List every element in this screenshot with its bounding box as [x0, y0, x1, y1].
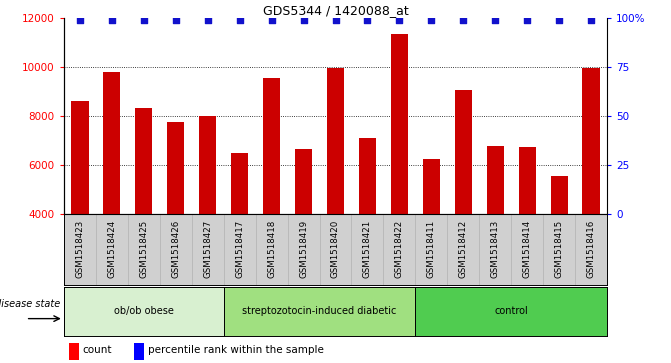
Bar	[454, 90, 472, 214]
Text: GSM1518419: GSM1518419	[299, 220, 308, 278]
Point	[138, 17, 149, 23]
Text: GSM1518426: GSM1518426	[171, 220, 180, 278]
Point	[202, 17, 213, 23]
Bar	[327, 68, 344, 214]
Point	[170, 17, 181, 23]
Bar	[519, 147, 536, 214]
Point	[522, 17, 533, 23]
Bar	[135, 107, 152, 214]
Bar	[167, 122, 185, 214]
Bar	[134, 343, 144, 360]
Point	[394, 17, 405, 23]
Text: GSM1518421: GSM1518421	[363, 220, 372, 278]
Text: GSM1518411: GSM1518411	[427, 220, 436, 278]
Text: GSM1518427: GSM1518427	[203, 220, 212, 278]
Bar	[103, 72, 121, 214]
Text: percentile rank within the sample: percentile rank within the sample	[148, 345, 324, 355]
Text: GSM1518412: GSM1518412	[459, 220, 468, 278]
Bar	[415, 287, 607, 336]
Point	[330, 17, 341, 23]
Bar	[359, 138, 376, 214]
Bar	[295, 149, 312, 214]
Text: GSM1518423: GSM1518423	[75, 220, 85, 278]
Point	[266, 17, 277, 23]
Bar	[199, 116, 217, 214]
Point	[234, 17, 245, 23]
Bar	[231, 153, 248, 214]
Point	[298, 17, 309, 23]
Bar	[71, 101, 89, 214]
Point	[458, 17, 469, 23]
Text: GSM1518415: GSM1518415	[555, 220, 564, 278]
Text: streptozotocin-induced diabetic: streptozotocin-induced diabetic	[242, 306, 397, 316]
Text: count: count	[83, 345, 112, 355]
Bar	[263, 78, 280, 214]
Bar	[423, 159, 440, 214]
Bar	[64, 287, 223, 336]
Point	[490, 17, 501, 23]
Point	[74, 17, 85, 23]
Bar	[223, 287, 415, 336]
Title: GDS5344 / 1420088_at: GDS5344 / 1420088_at	[262, 4, 409, 17]
Bar	[550, 176, 568, 214]
Point	[586, 17, 597, 23]
Point	[362, 17, 373, 23]
Bar	[486, 146, 504, 214]
Text: GSM1518425: GSM1518425	[139, 220, 148, 278]
Text: GSM1518413: GSM1518413	[491, 220, 500, 278]
Point	[426, 17, 437, 23]
Text: GSM1518420: GSM1518420	[331, 220, 340, 278]
Text: ob/ob obese: ob/ob obese	[114, 306, 174, 316]
Text: GSM1518424: GSM1518424	[107, 220, 116, 278]
Bar	[69, 343, 79, 360]
Text: GSM1518417: GSM1518417	[235, 220, 244, 278]
Text: GSM1518422: GSM1518422	[395, 220, 404, 278]
Point	[106, 17, 117, 23]
Text: GSM1518414: GSM1518414	[523, 220, 532, 278]
Text: disease state: disease state	[0, 299, 60, 309]
Text: GSM1518416: GSM1518416	[586, 220, 596, 278]
Text: control: control	[495, 306, 528, 316]
Text: GSM1518418: GSM1518418	[267, 220, 276, 278]
Bar	[582, 68, 600, 214]
Point	[554, 17, 565, 23]
Bar	[391, 34, 408, 214]
